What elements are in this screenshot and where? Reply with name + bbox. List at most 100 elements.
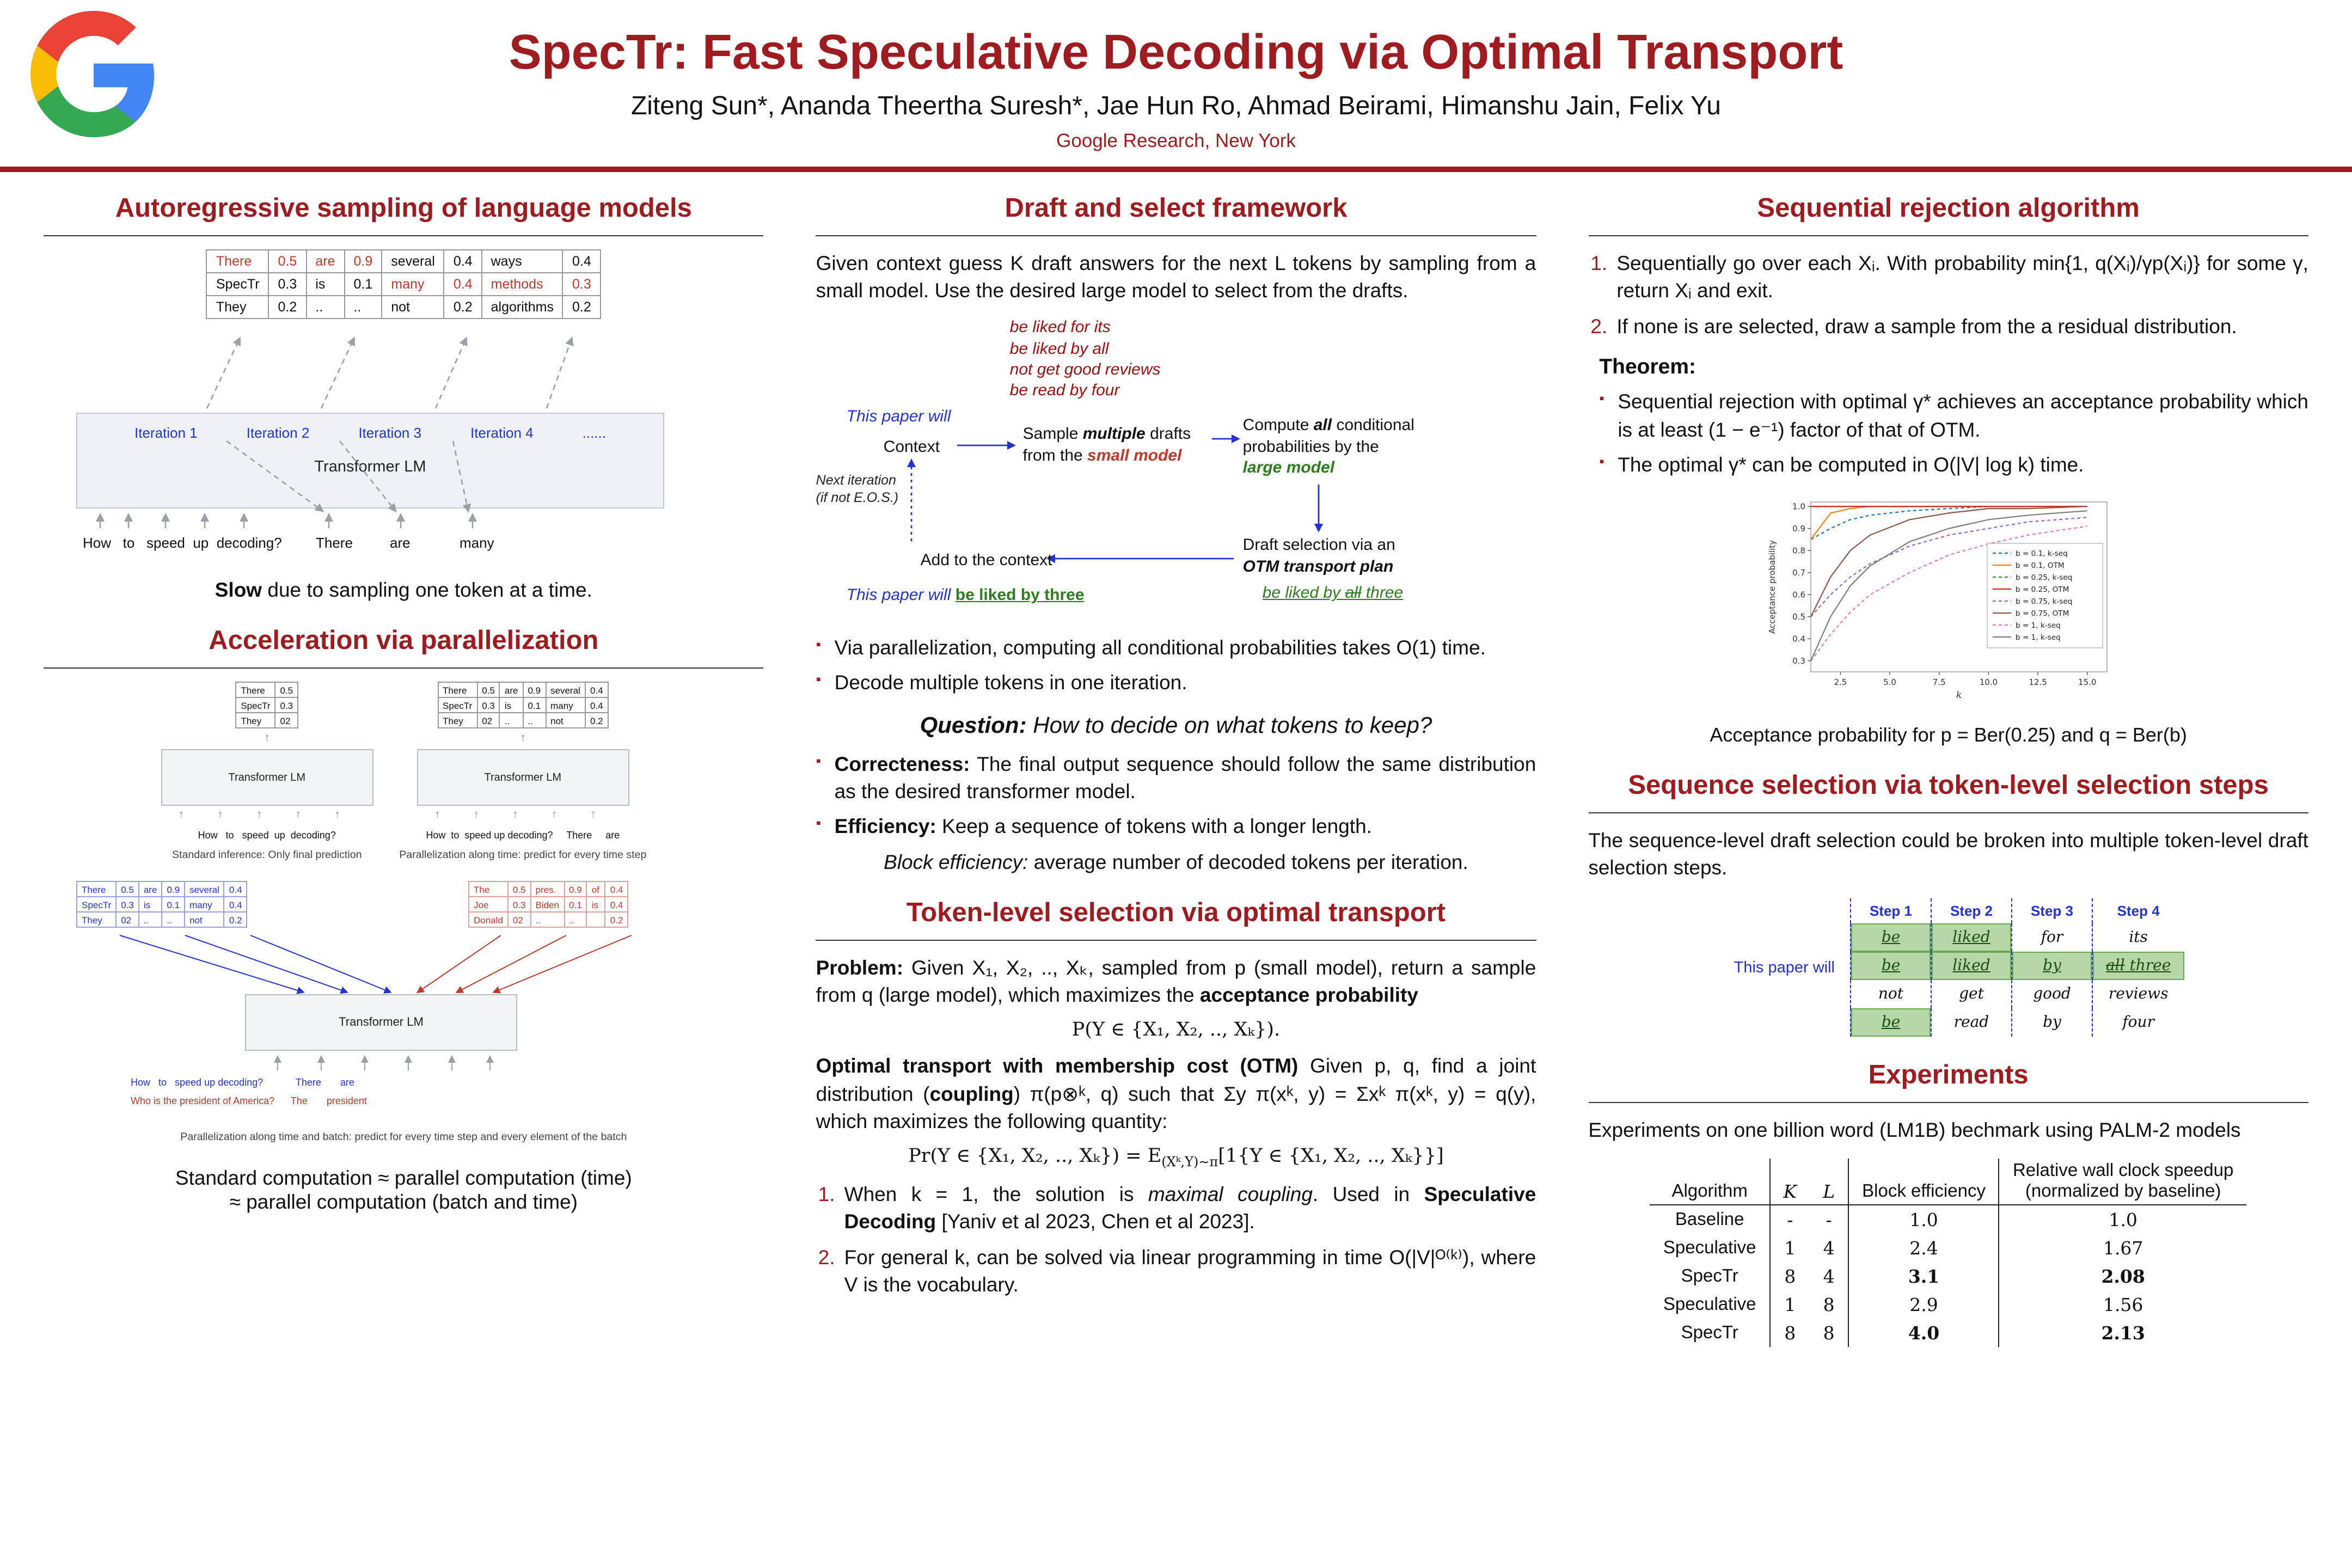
svg-text:12.5: 12.5 (2029, 677, 2047, 687)
list-item: Sequentially go over each Xᵢ. With proba… (1590, 249, 2308, 302)
cell: 02 (115, 911, 139, 928)
table-row: Speculative 1 4 2.4 1.67 (1650, 1234, 2246, 1263)
cell: 0.4 (604, 896, 629, 912)
svg-text:0.8: 0.8 (1793, 546, 1806, 555)
cell: Biden (530, 896, 565, 912)
iteration-dots: ...... (582, 425, 606, 441)
section-heading-token-selection: Token-level selection via optimal transp… (816, 898, 1536, 941)
svg-text:k: k (1956, 690, 1962, 701)
authors-line: Ziteng Sun*, Ananda Theertha Suresh*, Ja… (630, 91, 1721, 121)
otm-definition: Optimal transport with membership cost (… (816, 1054, 1536, 1132)
cell: SpecTr (437, 697, 478, 713)
cell: ways (481, 249, 564, 273)
table-row: They 02.... not 0.2 (437, 712, 609, 728)
iteration-label: Iteration 4 (470, 425, 534, 441)
cell: They (235, 712, 276, 728)
bullet-item: Sequential rejection with optimal γ* ach… (1599, 388, 2308, 443)
problem-statement: Problem: Given X₁, X₂, .., Xₖ, sampled f… (816, 956, 1536, 1007)
cell: several (381, 249, 445, 273)
svg-text:0.6: 0.6 (1793, 590, 1806, 599)
table-row: SpecTr 0.3 is 0.1 many 0.4 methods 0.3 (206, 272, 601, 296)
cell: .. (161, 911, 186, 928)
table-row: Joe 0.3 Biden 0.1 is 0.4 (468, 896, 629, 912)
diagram-caption: Parallelization along time and batch: pr… (180, 1131, 627, 1143)
cell: Donald (468, 911, 509, 928)
cell: They (206, 295, 270, 319)
bullet-item: Decode multiple tokens in one iteration. (816, 669, 1536, 696)
time-parallel-diagram: There 0.5 are 0.9 several 0.4 SpecTr 0.3 is 0.1 ma… (399, 682, 646, 861)
col-header: L (1810, 1159, 1849, 1206)
cell: all three (2091, 952, 2184, 981)
transformer-lm-box: Transformer LM (161, 749, 373, 806)
svg-text:b = 1, k-seq: b = 1, k-seq (2016, 621, 2061, 630)
table-row: Donald 02.... 0.2 (468, 911, 629, 928)
approx-caption: Standard computation ≈ parallel computat… (175, 1166, 632, 1213)
cell: 0.4 (443, 249, 482, 273)
cell: 4.0 (1848, 1319, 2000, 1347)
cell: They (76, 911, 117, 928)
cell: 0.4 (604, 881, 629, 897)
section-heading-experiments: Experiments (1588, 1061, 2308, 1104)
cell: 0.2 (562, 295, 601, 319)
cell: 0.4 (443, 272, 482, 296)
next-iteration-label: Next iteration (if not E.O.S.) (816, 473, 899, 506)
col-header: Step 3 (2011, 898, 2092, 924)
cell: several (545, 682, 586, 698)
cell: There (76, 881, 117, 897)
cell: 0.3 (476, 697, 500, 713)
sequence-selection-text: The sequence-level draft selection could… (1588, 828, 2308, 879)
batch-blue-table: There 0.5 are 0.9 several 0.4 SpecTr 0.3 is 0.1 ma… (76, 881, 248, 928)
cell: 0.1 (522, 697, 547, 713)
svg-text:b = 0.75, k-seq: b = 0.75, k-seq (2016, 597, 2073, 606)
cell: 0.4 (584, 697, 609, 713)
cell: 0.5 (268, 249, 307, 273)
cell: 0.2 (584, 712, 609, 728)
cell (586, 911, 606, 928)
table-row: be read by four (1849, 1008, 2184, 1037)
cell: by (2011, 1008, 2092, 1037)
cell: 0.3 (507, 896, 531, 912)
token-selection-table: Step 1 Step 2 Step 3 Step 4 be liked for… (1849, 898, 2184, 1037)
cell: be (1849, 952, 1931, 981)
list-item: If none is are selected, draw a sample f… (1590, 313, 2237, 341)
middle-column: Draft and select framework Given context… (816, 181, 1536, 1347)
cell: SpecTr (1650, 1319, 1771, 1347)
bullet-item: Correcteness: The final output sequence … (816, 750, 1536, 805)
section-heading-draft-select: Draft and select framework (816, 194, 1536, 236)
cell: for (2011, 923, 2092, 952)
cell: good (2011, 980, 2092, 1009)
question-line: Question: How to decide on what tokens t… (920, 713, 1432, 738)
cell: 0.4 (562, 249, 601, 273)
table-row: They 02.... not 0.2 (76, 911, 248, 928)
col-header: Algorithm (1650, 1159, 1771, 1206)
iteration-label: Iteration 1 (134, 425, 198, 441)
cell: Speculative (1650, 1234, 1771, 1263)
cell: many (545, 697, 586, 713)
draft-select-diagram: be liked for its be liked by all not get… (816, 317, 1536, 627)
framework-intro: Given context guess K draft answers for … (816, 252, 1536, 302)
cell: 1.0 (1848, 1205, 2000, 1234)
slow-caption: Slow due to sampling one token at a time… (215, 578, 592, 601)
iteration-label: Iteration 3 (358, 425, 421, 441)
cell: 1 (1784, 1294, 1796, 1315)
cell: .. (138, 911, 163, 928)
col-header: Relative wall clock speedup (normalized b… (1999, 1159, 2247, 1206)
output-token: are (390, 535, 411, 551)
cell: SpecTr (206, 272, 270, 296)
cell: SpecTr (76, 896, 117, 912)
cell: methods (481, 272, 564, 296)
up-arrow-icon (520, 733, 526, 745)
cell: 0.4 (223, 896, 248, 912)
otm-notes-list: When k = 1, the solution is maximal coup… (816, 1180, 1536, 1298)
token-selection-table-wrap: This paper will Step 1 Step 2 Step 3 Ste… (1588, 898, 2308, 1037)
batch-red-tokens: Who is the president of America? The pre… (131, 1095, 367, 1106)
otm-equation: Pr(Y ∈ {X₁, X₂, .., Xₖ}) = E(Xᵏ,Y)∼π[1{Y… (908, 1145, 1444, 1169)
cell: are (305, 249, 345, 273)
right-column: Sequential rejection algorithm Sequentia… (1588, 181, 2308, 1347)
context-label: Context (883, 438, 940, 457)
cell: 02 (476, 712, 500, 728)
section-heading-sequence-selection: Sequence selection via token-level selec… (1588, 771, 2308, 813)
svg-text:7.5: 7.5 (1933, 677, 1946, 687)
